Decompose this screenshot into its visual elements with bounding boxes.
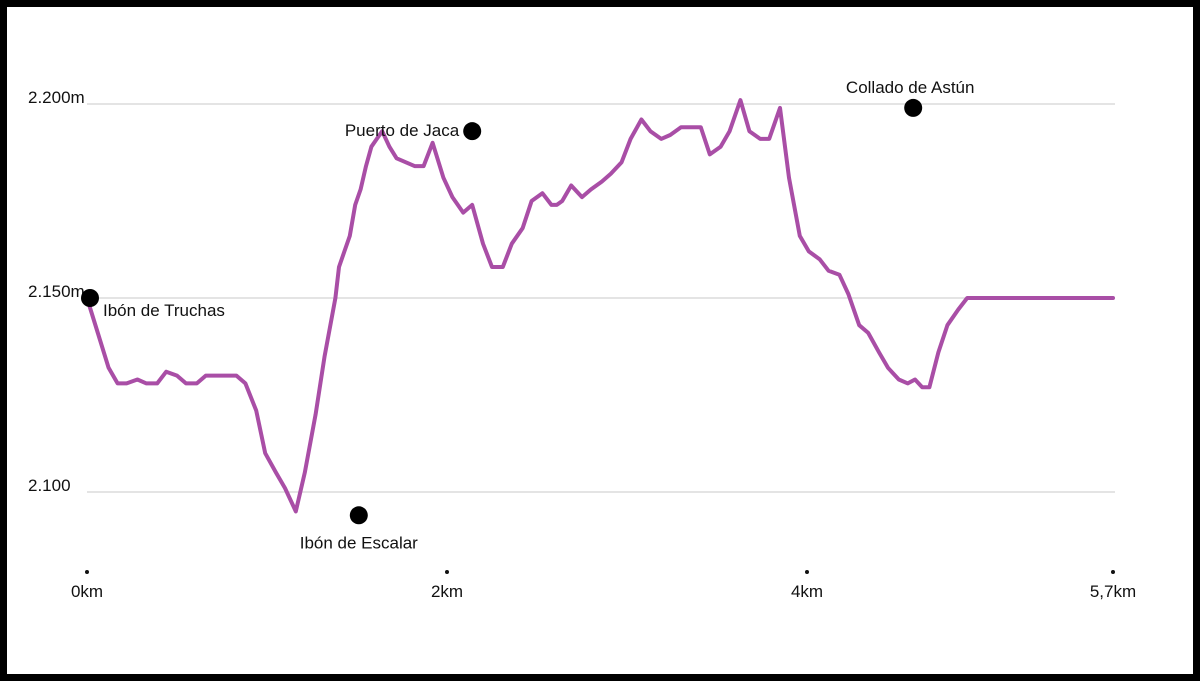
waypoint-label: Ibón de Truchas xyxy=(103,301,225,320)
waypoint-marker xyxy=(904,98,923,117)
chart-frame xyxy=(7,7,1193,674)
x-tick-label: 4km xyxy=(791,582,823,601)
y-tick-label: 2.200m xyxy=(28,88,85,107)
elevation-line xyxy=(85,98,1115,514)
x-tick-label: 5,7km xyxy=(1090,582,1136,601)
x-tick-mark xyxy=(1111,570,1115,574)
y-tick-label: 2.100 xyxy=(28,476,71,495)
x-tick-label: 0km xyxy=(71,582,103,601)
y-tick-label: 2.150m xyxy=(28,282,85,301)
waypoint-label: Ibón de Escalar xyxy=(300,533,418,552)
x-tick-label: 2km xyxy=(431,582,463,601)
waypoint-marker xyxy=(463,122,482,141)
waypoint-label: Collado de Astún xyxy=(846,78,975,97)
x-tick-mark xyxy=(805,570,809,574)
waypoint-label: Puerto de Jaca xyxy=(345,121,460,140)
x-tick-mark xyxy=(85,570,89,574)
waypoint-marker xyxy=(81,289,99,307)
waypoint-marker xyxy=(349,506,368,525)
x-tick-mark xyxy=(445,570,449,574)
